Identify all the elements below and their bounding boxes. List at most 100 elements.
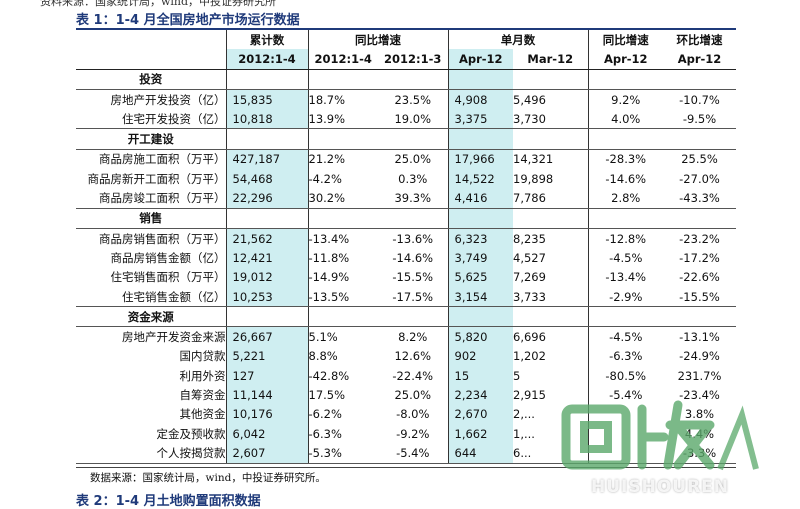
table-cell: -13.4% bbox=[587, 267, 663, 287]
table-row: 住宅销售面积（万平） 19,012 -14.9% -15.5% 5,625 7,269 -1… bbox=[76, 267, 736, 287]
table-cell: -15.5% bbox=[392, 270, 434, 285]
table-cell: 5,820 bbox=[447, 326, 513, 347]
table-cell: -8.0% bbox=[396, 407, 430, 422]
section-title: 开工建设 bbox=[76, 128, 226, 150]
row-label: 商品房销售金额（亿） bbox=[110, 250, 226, 265]
table-cell: -2.9% bbox=[587, 286, 663, 308]
table-cell: 3.8% bbox=[684, 407, 715, 422]
table-cell: 21,562 bbox=[225, 228, 308, 249]
table-cell: 54,468 bbox=[225, 169, 308, 189]
section-blank-cell bbox=[378, 306, 448, 328]
table-row: 国内贷款 5,221 8.8% 12.6% 902 1,202 -6.3% -24.9% bbox=[76, 346, 736, 367]
table-cell: 19,898 bbox=[513, 171, 554, 186]
table-cell: 6,696 bbox=[513, 330, 546, 345]
row-label: 房地产开发投资（亿） bbox=[110, 92, 226, 107]
table-cell: 3,154 bbox=[447, 286, 513, 308]
section-row: 销售 bbox=[76, 208, 736, 229]
table-cell: 23.5% bbox=[394, 92, 432, 107]
table-cell: 19,012 bbox=[225, 267, 308, 287]
table-cell: 5 bbox=[513, 368, 521, 383]
table-cell: -22.6% bbox=[679, 270, 720, 285]
table-row: 住宅销售金额（亿） 10,253 -13.5% -17.5% 3,154 3,733 -2.… bbox=[76, 286, 736, 308]
section-blank-cell bbox=[307, 69, 378, 90]
section-blank-cell bbox=[307, 128, 378, 150]
header-blank bbox=[76, 30, 226, 49]
table-cell: 2,234 bbox=[447, 385, 513, 405]
row-label: 商品房新开工面积（万平） bbox=[87, 171, 226, 186]
section-blank-cell bbox=[663, 128, 736, 150]
table-cell: 10,818 bbox=[225, 109, 308, 130]
header-yoy: 同比增速 bbox=[307, 30, 448, 50]
watermark-emblem-icon bbox=[561, 400, 759, 471]
table-cell: 12.6% bbox=[394, 349, 432, 364]
table-row: 商品房销售金额（亿） 12,421 -11.8% -14.6% 3,749 4,527 -4… bbox=[76, 248, 736, 268]
table-cell: 2.8% bbox=[587, 188, 663, 209]
section-blank-cell bbox=[225, 128, 308, 150]
table-cell: -17.5% bbox=[378, 286, 448, 308]
table-cell: 8.2% bbox=[398, 330, 428, 345]
table-row: 商品房新开工面积（万平） 54,468 -4.2% 0.3% 14,522 19,898 -… bbox=[76, 169, 736, 189]
table-cell: 10,253 bbox=[225, 286, 308, 308]
table-cell: 25.0% bbox=[394, 387, 432, 402]
table-cell: -23.2% bbox=[679, 231, 720, 246]
table-row: 商品房竣工面积（万平） 22,296 30.2% 39.3% 4,416 7,786 2.8… bbox=[76, 188, 736, 209]
section-blank-cell bbox=[447, 208, 513, 229]
section-row: 投资 bbox=[76, 69, 736, 90]
section-blank-cell bbox=[307, 208, 378, 229]
section-blank-cell bbox=[378, 208, 448, 229]
table-cell: 902 bbox=[447, 346, 513, 367]
table-cell: 4,908 bbox=[447, 89, 513, 110]
period-cumulative: 2012:1-4 bbox=[225, 49, 308, 70]
table-cell: 39.3% bbox=[378, 188, 448, 209]
table-cell: 1,662 bbox=[447, 423, 513, 444]
table-cell: 17.5% bbox=[307, 385, 378, 405]
table-cell: 18.7% bbox=[307, 89, 378, 110]
table-row: 利用外资 127 -42.8% -22.4% 15 5 -80.5% 231.7% bbox=[76, 366, 736, 386]
table-cell: -5.4% bbox=[587, 385, 663, 405]
table-cell: -22.4% bbox=[392, 368, 434, 383]
table-cell: 15,835 bbox=[225, 89, 308, 110]
table-cell: -13.5% bbox=[307, 286, 378, 308]
table-cell: 17,966 bbox=[447, 149, 513, 170]
table-cell: -13.1% bbox=[679, 330, 720, 345]
table-cell: 11,144 bbox=[225, 385, 308, 405]
table-cell: 1,202 bbox=[513, 349, 546, 364]
header-cumulative: 累计数 bbox=[225, 30, 308, 50]
section-blank-cell bbox=[307, 306, 378, 328]
table-cell: 9.2% bbox=[587, 89, 663, 110]
table-cell: 5.1% bbox=[307, 326, 378, 347]
table-cell: -4.5% bbox=[587, 248, 663, 268]
section-blank-cell bbox=[378, 69, 448, 90]
table-cell: -4.2% bbox=[307, 169, 378, 189]
watermark-text: HUISHOUREN bbox=[590, 477, 729, 497]
section-row: 开工建设 bbox=[76, 128, 736, 150]
table-cell: -4.5% bbox=[587, 326, 663, 347]
table-cell: -12.8% bbox=[587, 228, 663, 249]
table-cell: 5,221 bbox=[225, 346, 308, 367]
header-row-groups: 累计数 同比增速 单月数 同比增速 环比增速 bbox=[76, 30, 736, 50]
table-cell: 12,421 bbox=[225, 248, 308, 268]
period-yoy-prev: 2012:1-3 bbox=[378, 49, 448, 70]
table-cell: -9.5% bbox=[663, 109, 736, 130]
table-cell: -5.3% bbox=[307, 443, 378, 464]
section-blank-cell bbox=[225, 69, 308, 90]
table-row: 个人按揭贷款 2,607 -5.3% -5.4% 644 6... -3.3% bbox=[76, 443, 736, 464]
table-cell: 6,323 bbox=[447, 228, 513, 249]
table-cell: 4,416 bbox=[447, 188, 513, 209]
row-label: 定金及预收款 bbox=[156, 426, 226, 441]
table-cell: -42.8% bbox=[307, 366, 378, 386]
period-month-cur: Apr-12 bbox=[447, 49, 513, 70]
table-title: 表 1：1-4 月全国房地产市场运行数据 bbox=[76, 13, 300, 28]
header-mom: 环比增速 bbox=[676, 32, 723, 47]
table-cell: 2,670 bbox=[447, 404, 513, 424]
table-cell: -5.4% bbox=[378, 443, 448, 464]
table-cell: 2,915 bbox=[513, 387, 546, 402]
header-row-periods: 2012:1-4 2012:1-4 2012:1-3 Apr-12 Mar-12… bbox=[76, 49, 736, 70]
section-blank-cell bbox=[225, 306, 308, 328]
table-cell: 30.2% bbox=[307, 188, 378, 209]
row-label: 住宅销售面积（万平） bbox=[110, 270, 226, 285]
table-cell: -43.3% bbox=[663, 188, 736, 209]
period-mom: Apr-12 bbox=[663, 49, 736, 70]
table-cell: -24.9% bbox=[679, 349, 720, 364]
table-cell: 427,187 bbox=[225, 149, 308, 170]
